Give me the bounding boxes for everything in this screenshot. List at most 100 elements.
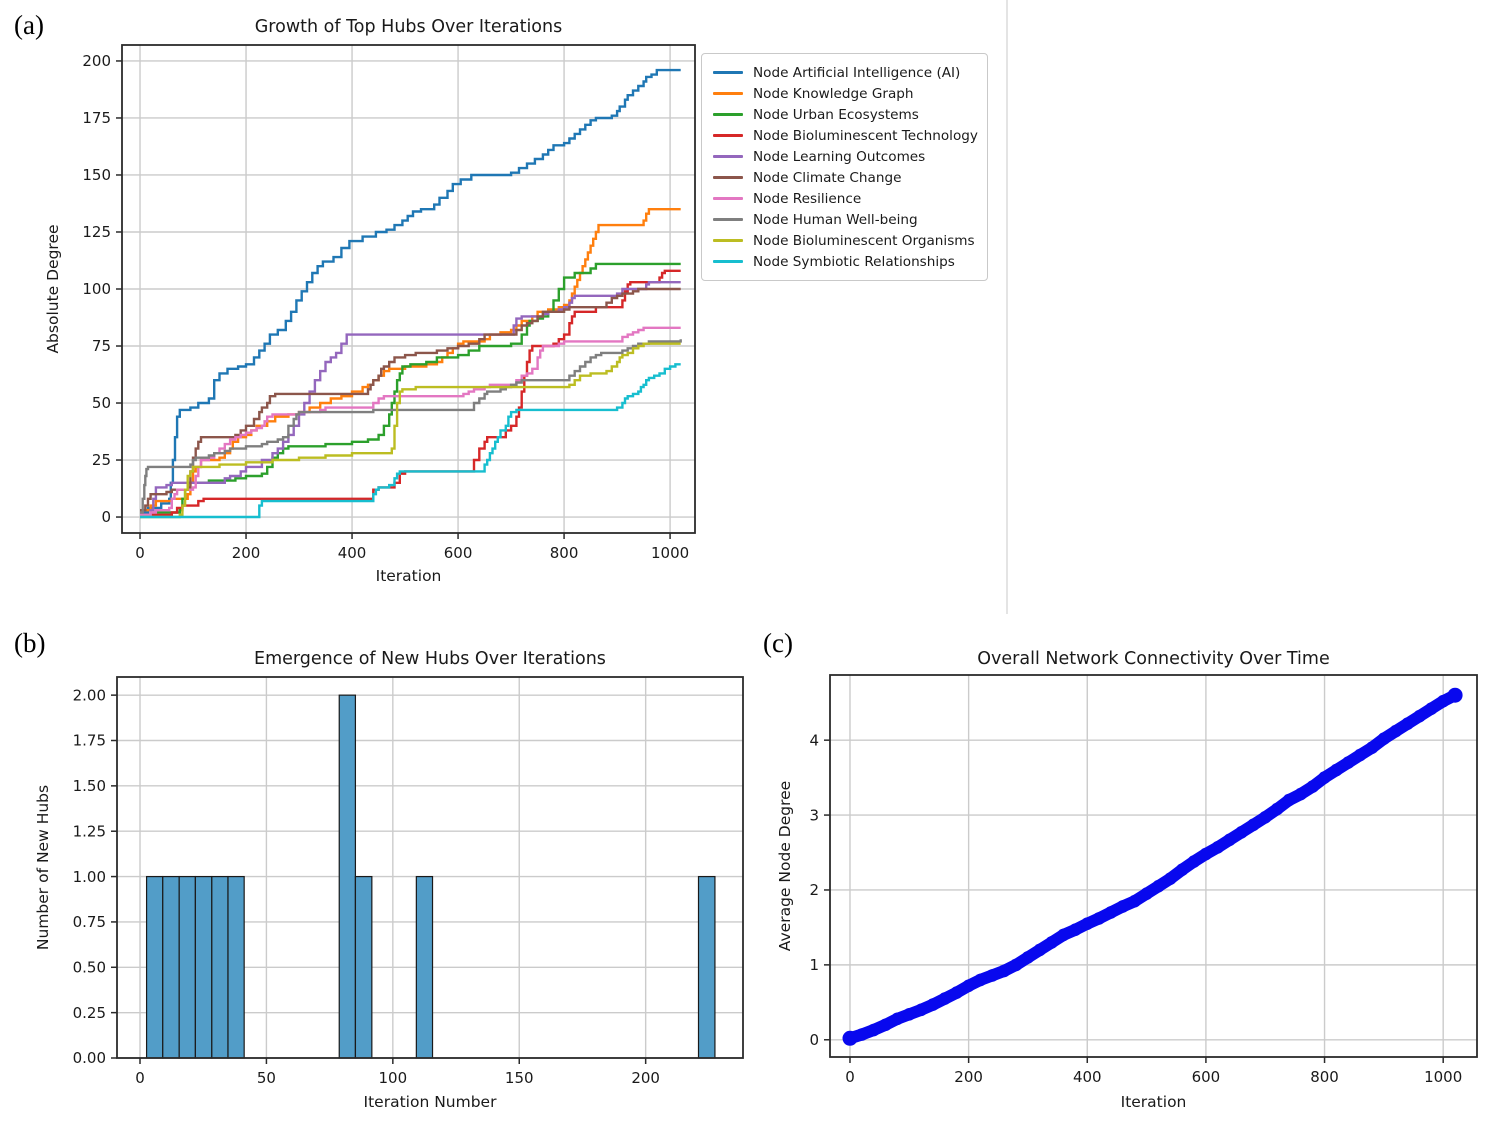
x-tick-label: 50 <box>257 1069 276 1087</box>
new-hubs-title: Emergence of New Hubs Over Iterations <box>254 649 606 669</box>
y-tick-label: 0 <box>101 508 111 526</box>
scatter-point <box>1436 694 1450 708</box>
x-tick-label: 800 <box>1310 1068 1339 1086</box>
scatter-point <box>1365 741 1379 754</box>
bar <box>194 875 213 1059</box>
legend-label: Node Urban Ecosystems <box>753 106 919 123</box>
y-tick-label: 0.25 <box>73 1004 106 1022</box>
legend-label: Node Resilience <box>753 190 862 207</box>
scatter-point <box>1199 847 1213 861</box>
scatter-point <box>1009 958 1023 972</box>
scatter-point <box>1069 923 1082 936</box>
scatter-point <box>938 992 952 1005</box>
legend-item: Node Bioluminescent Technology <box>713 125 978 146</box>
scatter-point <box>1033 943 1047 957</box>
legend-line-swatch <box>713 91 743 96</box>
legend-line-swatch <box>713 259 743 264</box>
connectivity-chart: 0 200 400 600 800 1000 0 1 2 3 4 Overall Network Co… <box>776 649 1478 1111</box>
connectivity-xlabel: Iteration <box>1121 1093 1187 1111</box>
scatter-point <box>1211 841 1225 854</box>
scatter-point <box>962 979 975 993</box>
y-tick-label: 50 <box>92 394 111 412</box>
panel-label-c: (c) <box>763 628 793 658</box>
series-line-node-human-well-being <box>140 339 682 514</box>
y-tick-label: 4 <box>809 731 819 749</box>
x-tick-label: 200 <box>232 544 261 562</box>
legend-line-swatch <box>713 133 743 138</box>
scatter-point <box>1377 732 1391 745</box>
scatter-point <box>1282 793 1296 807</box>
scatter-point <box>950 986 964 999</box>
x-tick-label: 0 <box>135 544 145 562</box>
hub-growth-title: Growth of Top Hubs Over Iterations <box>255 17 562 37</box>
scatter-point <box>974 973 987 987</box>
y-tick-label: 200 <box>82 52 111 70</box>
axes-box <box>829 674 1478 1058</box>
legend-label: Node Artificial Intelligence (AI) <box>753 64 961 81</box>
y-tick-label: 1.50 <box>73 777 106 795</box>
x-tick-label: 400 <box>1073 1068 1102 1086</box>
scatter-point <box>1116 900 1130 913</box>
y-tick-label: 0 <box>809 1031 819 1049</box>
scatter-point <box>986 969 999 982</box>
y-tick-label: 0.75 <box>73 913 106 931</box>
legend-label: Node Bioluminescent Technology <box>753 127 978 144</box>
legend-item: Node Climate Change <box>713 167 977 188</box>
legend-line-swatch <box>713 112 743 117</box>
scatter-point <box>903 1008 916 1021</box>
series-line-node-bioluminescent-organisms <box>140 342 681 519</box>
legend-label: Node Bioluminescent Organisms <box>753 232 975 249</box>
scatter-point <box>1294 787 1308 801</box>
y-tick-label: 1.00 <box>73 868 106 886</box>
legend-line-swatch <box>713 196 743 201</box>
scatter-point <box>1057 928 1070 942</box>
scatter-point <box>914 1003 928 1017</box>
scatter-point <box>1128 894 1141 908</box>
legend-item: Node Bioluminescent Organisms <box>713 230 977 251</box>
bar <box>338 694 357 1059</box>
legend-item: Node Resilience <box>713 188 977 209</box>
bar <box>211 875 229 1059</box>
new-hubs-ylabel: Number of New Hubs <box>34 785 52 950</box>
connectivity-ylabel: Average Node Degree <box>776 781 794 951</box>
bar <box>227 875 245 1059</box>
legend-label: Node Knowledge Graph <box>753 85 914 102</box>
y-tick-label: 125 <box>82 223 111 241</box>
series-line-node-artificial-intelligence-ai- <box>140 68 681 514</box>
legend-label: Node Learning Outcomes <box>753 148 926 165</box>
legend-item: Node Knowledge Graph <box>713 83 977 104</box>
axes-box <box>116 676 744 1059</box>
legend-item: Node Learning Outcomes <box>713 146 977 167</box>
scatter-point <box>1342 756 1355 769</box>
hub-growth-legend: Node Artificial Intelligence (AI) Node Kn… <box>701 53 988 281</box>
panel-label-b: (b) <box>14 628 46 658</box>
x-tick-label: 600 <box>444 544 473 562</box>
x-tick-label: 0 <box>135 1069 145 1087</box>
legend-line-swatch <box>713 238 743 243</box>
vertical-divider <box>1006 0 1008 614</box>
bar <box>415 875 434 1059</box>
bar <box>354 875 373 1059</box>
new-hubs-xlabel: Iteration Number <box>364 1093 498 1111</box>
scatter-point <box>1104 906 1118 919</box>
scatter-point <box>1258 811 1272 824</box>
y-tick-label: 75 <box>92 337 111 355</box>
scatter-point <box>1389 724 1402 738</box>
x-tick-label: 0 <box>845 1068 855 1086</box>
hub-growth-ylabel: Absolute Degree <box>44 224 62 353</box>
x-tick-label: 100 <box>379 1069 408 1087</box>
y-tick-label: 175 <box>82 109 111 127</box>
y-tick-label: 3 <box>809 806 819 824</box>
bar <box>145 875 164 1059</box>
scatter-point <box>867 1023 880 1037</box>
scatter-point <box>842 1030 858 1046</box>
y-tick-label: 0.50 <box>73 958 106 976</box>
scatter-point <box>891 1012 904 1026</box>
x-tick-label: 150 <box>505 1069 534 1087</box>
legend-line-swatch <box>713 217 743 222</box>
scatter-point <box>1187 855 1201 868</box>
scatter-point <box>1447 687 1463 703</box>
x-tick-label: 200 <box>954 1068 983 1086</box>
scatter-point <box>1247 818 1260 832</box>
